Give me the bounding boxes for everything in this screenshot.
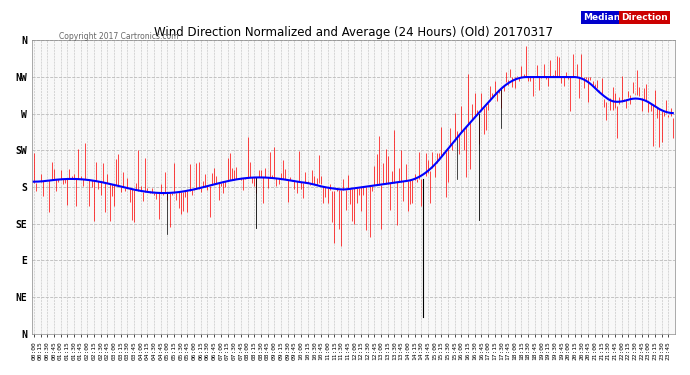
- Text: Direction: Direction: [621, 13, 668, 22]
- Text: Median: Median: [583, 13, 620, 22]
- Title: Wind Direction Normalized and Average (24 Hours) (Old) 20170317: Wind Direction Normalized and Average (2…: [154, 26, 553, 39]
- Text: Copyright 2017 Cartronics.com: Copyright 2017 Cartronics.com: [59, 32, 178, 41]
